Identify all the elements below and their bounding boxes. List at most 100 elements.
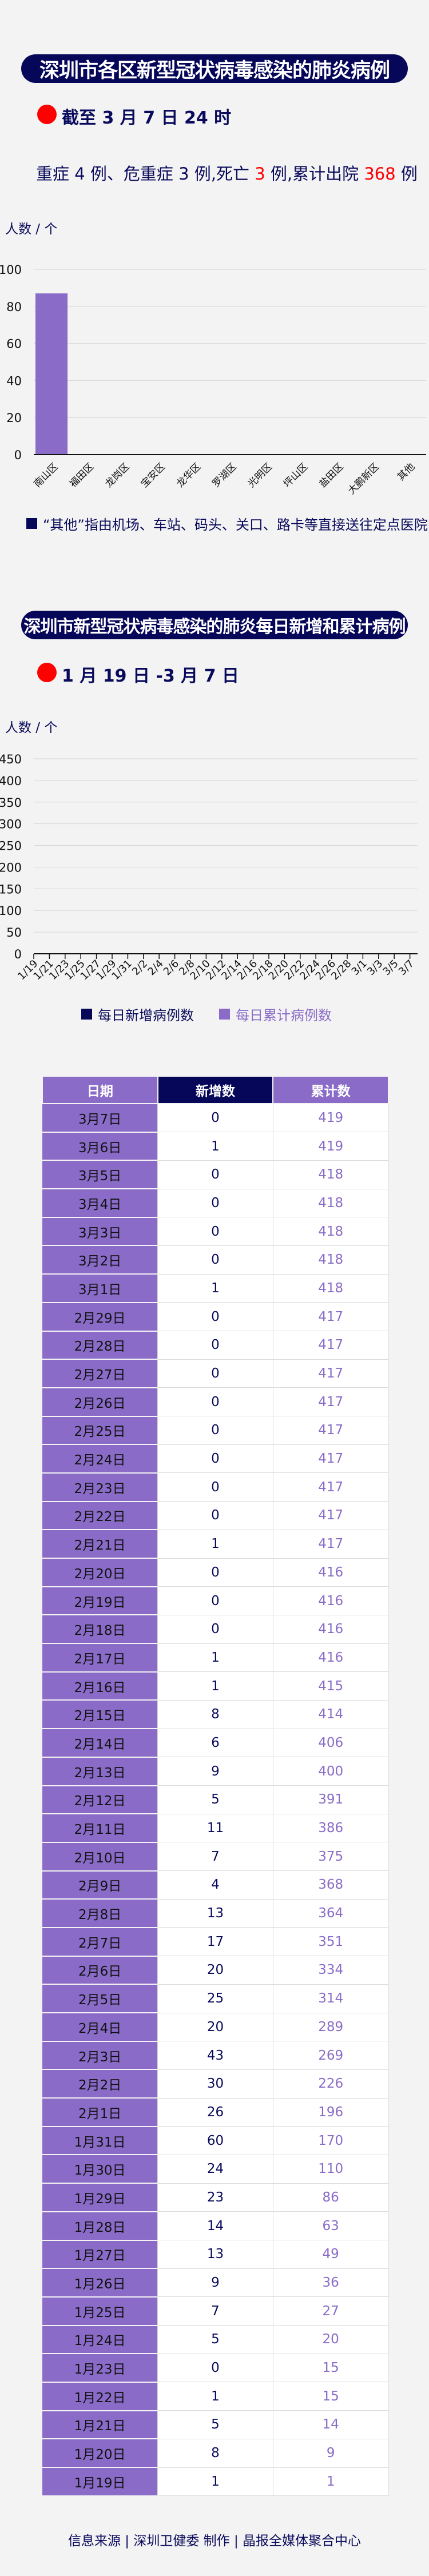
cell-cum: 391	[272, 1785, 389, 1814]
table-row: 2月21日 1 417	[42, 1529, 389, 1559]
table-row: 2月14日 6 406	[42, 1728, 389, 1758]
header-date: 日期	[42, 1076, 158, 1104]
table-row: 1月20日 8 9	[42, 2438, 389, 2468]
legend-new-square-icon	[81, 1009, 92, 1020]
x-tick-label: 南山区	[32, 461, 61, 489]
table-row: 1月19日 1 1	[42, 2467, 389, 2497]
table-row: 2月13日 9 400	[42, 1756, 389, 1786]
table-row: 2月24日 0 417	[42, 1444, 389, 1474]
x-tick-label: 龙岗区	[103, 461, 132, 489]
cell-date: 2月29日	[42, 1301, 158, 1332]
summary-text-2: 例,累计出院	[265, 164, 364, 184]
cell-cum: 351	[272, 1927, 389, 1957]
daily-cases-chart: 0501001502002503003504004501/191/211/231…	[0, 753, 418, 982]
x-tick-label: 盐田区	[317, 461, 345, 489]
table-row: 2月12日 5 391	[42, 1785, 389, 1815]
table-header-row: 日期 新增数 累计数	[42, 1076, 389, 1104]
legend-square-icon	[26, 518, 37, 529]
table-row: 1月30日 24 110	[42, 2154, 389, 2184]
cell-new: 30	[157, 2069, 273, 2099]
cell-cum: 417	[272, 1472, 389, 1502]
x-tick-label: 坪山区	[281, 461, 310, 489]
cell-date: 2月22日	[42, 1500, 158, 1531]
cell-cum: 418	[272, 1245, 389, 1275]
cell-date: 1月31日	[42, 2125, 158, 2156]
y-tick-label: 80	[6, 300, 22, 314]
cell-new: 8	[157, 1699, 273, 1729]
cell-cum: 20	[272, 2325, 389, 2354]
table-row: 1月28日 14 63	[42, 2211, 389, 2241]
cell-new: 9	[157, 1757, 273, 1786]
cell-date: 2月19日	[42, 1586, 158, 1616]
cell-new: 0	[157, 2353, 273, 2383]
section2-title: 深圳市新型冠状病毒感染的肺炎每日新增和累计病例	[21, 611, 408, 639]
cell-cum: 415	[272, 1671, 389, 1701]
x-tick-label: 光明区	[246, 461, 275, 489]
cell-cum: 416	[272, 1643, 389, 1673]
cell-date: 2月28日	[42, 1330, 158, 1360]
table-row: 1月27日 13 49	[42, 2239, 389, 2270]
cell-date: 2月12日	[42, 1785, 158, 1815]
discharged-count: 368	[364, 164, 396, 184]
cell-cum: 419	[272, 1132, 389, 1161]
y-tick-label: 100	[0, 904, 22, 918]
cell-date: 3月3日	[42, 1216, 158, 1247]
cell-new: 0	[157, 1217, 273, 1246]
table-row: 2月22日 0 417	[42, 1500, 389, 1531]
cell-date: 2月17日	[42, 1643, 158, 1673]
cell-cum: 49	[272, 2240, 389, 2269]
cell-cum: 170	[272, 2126, 389, 2155]
y-tick-label: 200	[0, 861, 22, 874]
cell-cum: 417	[272, 1501, 389, 1530]
cell-cum: 418	[272, 1273, 389, 1303]
cell-date: 3月6日	[42, 1131, 158, 1161]
table-row: 3月2日 0 418	[42, 1245, 389, 1275]
table-row: 2月11日 11 386	[42, 1813, 389, 1843]
cell-cum: 269	[272, 2041, 389, 2070]
x-tick-label: 3/7	[396, 958, 416, 978]
section1-title: 深圳市各区新型冠状病毒感染的肺炎病例	[21, 54, 408, 83]
y-tick-label: 20	[6, 411, 22, 425]
cell-new: 0	[157, 1501, 273, 1530]
cell-cum: 289	[272, 2012, 389, 2042]
y-tick-label: 150	[0, 882, 22, 896]
bar-南山区	[35, 293, 68, 455]
cell-new: 0	[157, 1444, 273, 1474]
header-new: 新增数	[157, 1076, 274, 1104]
chart1-note: “其他”指由机场、车站、码头、关口、路卡等直接送往定点医院的	[26, 513, 429, 533]
y-tick-label: 450	[0, 753, 22, 766]
table-row: 2月10日 7 375	[42, 1841, 389, 1872]
cell-date: 2月8日	[42, 1898, 158, 1928]
cell-date: 1月24日	[42, 2324, 158, 2355]
y-tick-label: 40	[6, 374, 22, 388]
cell-date: 2月11日	[42, 1813, 158, 1843]
table-row: 2月20日 0 416	[42, 1558, 389, 1587]
table-row: 1月21日 5 14	[42, 2410, 389, 2440]
cell-cum: 418	[272, 1160, 389, 1189]
y-tick-label: 0	[14, 947, 22, 961]
y-tick-label: 60	[6, 337, 22, 351]
cell-date: 2月15日	[42, 1699, 158, 1730]
table-row: 3月3日 0 418	[42, 1216, 389, 1247]
table-row: 2月26日 0 417	[42, 1387, 389, 1417]
table-row: 2月8日 13 364	[42, 1898, 389, 1928]
table-row: 2月18日 0 416	[42, 1614, 389, 1645]
x-tick-label: 龙华区	[174, 461, 203, 489]
cell-date: 2月27日	[42, 1359, 158, 1388]
cell-new: 0	[157, 1188, 273, 1218]
cell-date: 1月26日	[42, 2268, 158, 2298]
cell-date: 2月3日	[42, 2040, 158, 2071]
cell-date: 2月26日	[42, 1387, 158, 1417]
table-row: 2月3日 43 269	[42, 2040, 389, 2071]
table-row: 2月28日 0 417	[42, 1330, 389, 1360]
cell-new: 0	[157, 1614, 273, 1644]
cell-new: 5	[157, 1785, 273, 1814]
cell-cum: 15	[272, 2353, 389, 2383]
table-row: 2月27日 0 417	[42, 1359, 389, 1388]
cell-date: 3月7日	[42, 1103, 158, 1133]
deaths-count: 3	[255, 164, 265, 184]
table-row: 2月17日 1 416	[42, 1643, 389, 1673]
cell-cum: 1	[272, 2467, 389, 2497]
table-row: 2月15日 8 414	[42, 1699, 389, 1730]
cell-new: 14	[157, 2211, 273, 2240]
